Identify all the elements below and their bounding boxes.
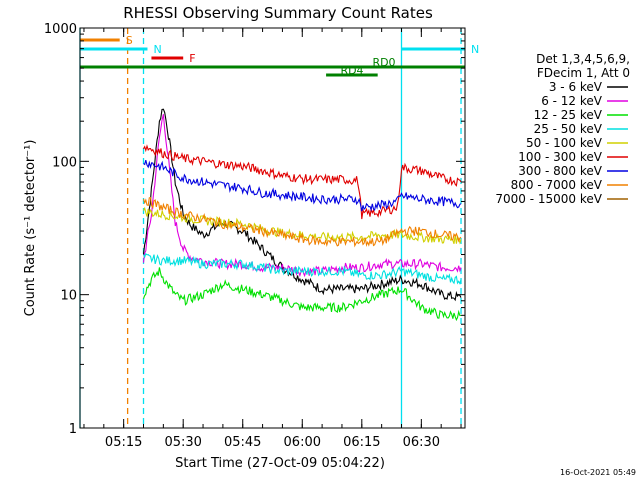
legend-label: 100 - 300 keV [518,150,602,164]
legend-label: 800 - 7000 keV [511,178,603,192]
y-tick-label: 100 [52,155,77,170]
series-line [142,267,462,322]
x-tick-label: 05:45 [224,435,261,450]
flag-label: N [471,43,479,56]
legend-label: 12 - 25 keV [534,108,603,122]
x-tick-label: 06:00 [284,435,321,450]
series-line [143,206,462,245]
legend-header-line-1: Det 1,3,4,5,6,9, [536,52,630,66]
legend-label: 7000 - 15000 keV [495,192,602,206]
x-tick-label: 06:15 [343,435,380,450]
legend: Det 1,3,4,5,6,9, FDecim 1, Att 0 3 - 6 k… [495,52,630,206]
series-line [143,252,462,285]
legend-label: 6 - 12 keV [541,94,603,108]
flag-label: RD4 [340,64,363,77]
footer-timestamp: 16-Oct-2021 05:49 [560,468,636,477]
x-tick-label: 06:30 [403,435,440,450]
x-tick-label: 05:30 [164,435,201,450]
series-line [143,144,462,220]
y-tick-label: 1 [69,422,77,437]
legend-header-line-2: FDecim 1, Att 0 [537,66,630,80]
series-line [142,196,462,248]
legend-label: 50 - 100 keV [526,136,603,150]
plot-frame [79,27,466,429]
legend-label: 3 - 6 keV [549,80,603,94]
flag-label: S [126,34,133,47]
legend-label: 300 - 800 keV [518,164,602,178]
flag-label: N [153,43,161,56]
legend-label: 25 - 50 keV [534,122,603,136]
y-axis-label: Count Rate (s⁻¹ detector⁻¹) [23,140,38,317]
series-line [142,108,462,302]
chart-title: RHESSI Observing Summary Count Rates [123,4,433,22]
flag-label: F [189,52,195,65]
x-axis-label: Start Time (27-Oct-09 05:04:22) [175,456,385,471]
x-tick-label: 05:15 [105,435,142,450]
plot-area: S N F RD0 RD4 N [79,28,479,428]
flag-label: RD0 [372,56,395,69]
y-tick-label: 10 [60,289,77,304]
y-tick-label: 1000 [44,22,77,37]
series-line [143,159,462,212]
